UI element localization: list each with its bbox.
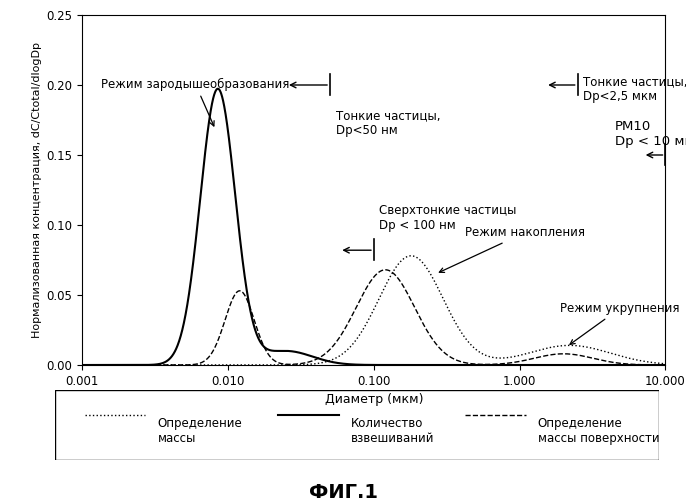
Line: Определение
массы: Определение массы	[82, 256, 665, 365]
X-axis label: Диаметр (мкм): Диаметр (мкм)	[324, 394, 423, 406]
Определение
массы поверхности	[145, 362, 153, 368]
Определение
массы	[407, 253, 415, 259]
Определение
массы поверхности	[302, 360, 310, 366]
Количество
взвешиваний	[327, 359, 335, 365]
Text: Тонкие частицы,
Dp<50 нм: Тонкие частицы, Dp<50 нм	[336, 109, 440, 137]
Text: Определение
массы: Определение массы	[158, 416, 242, 444]
Количество
взвешиваний	[78, 362, 86, 368]
Определение
массы	[145, 362, 153, 368]
Определение
массы	[661, 361, 670, 367]
Определение
массы	[302, 362, 310, 368]
Определение
массы	[179, 362, 187, 368]
Text: Режим укрупнения: Режим укрупнения	[560, 302, 680, 344]
Определение
массы поверхности	[650, 362, 659, 368]
Text: Режим накопления: Режим накопления	[439, 226, 584, 272]
Количество
взвешиваний	[214, 86, 222, 91]
Определение
массы	[587, 345, 595, 351]
Line: Количество
взвешиваний: Количество взвешиваний	[82, 88, 665, 365]
Определение
массы поверхности	[381, 267, 390, 273]
Количество
взвешиваний	[650, 362, 659, 368]
Количество
взвешиваний	[587, 362, 595, 368]
Определение
массы поверхности	[179, 362, 187, 368]
Определение
массы поверхности	[327, 345, 335, 351]
Text: PM10
Dp < 10 мкм: PM10 Dp < 10 мкм	[615, 120, 686, 148]
Text: Определение
массы поверхности: Определение массы поверхности	[538, 416, 659, 444]
Text: Режим зародышеобразования: Режим зародышеобразования	[102, 78, 289, 126]
Text: ФИГ.1: ФИГ.1	[309, 482, 377, 500]
Количество
взвешиваний	[302, 352, 310, 358]
Количество
взвешиваний	[145, 362, 153, 368]
Text: Тонкие частицы,
Dp<2,5 мкм: Тонкие частицы, Dp<2,5 мкм	[582, 75, 686, 103]
Количество
взвешиваний	[179, 322, 187, 328]
Определение
массы поверхности	[587, 355, 595, 361]
Line: Определение
массы поверхности: Определение массы поверхности	[82, 270, 665, 365]
Y-axis label: Нормализованная концентрация, dC/Ctotal/dlogDp: Нормализованная концентрация, dC/Ctotal/…	[32, 42, 43, 338]
Text: Количество
взвешиваний: Количество взвешиваний	[351, 416, 434, 444]
Определение
массы поверхности	[78, 362, 86, 368]
Количество
взвешиваний	[661, 362, 670, 368]
Определение
массы	[650, 360, 659, 366]
Text: Сверхтонкие частицы
Dp < 100 нм: Сверхтонкие частицы Dp < 100 нм	[379, 204, 516, 232]
Определение
массы	[78, 362, 86, 368]
Определение
массы поверхности	[661, 362, 670, 368]
Определение
массы	[327, 357, 335, 363]
